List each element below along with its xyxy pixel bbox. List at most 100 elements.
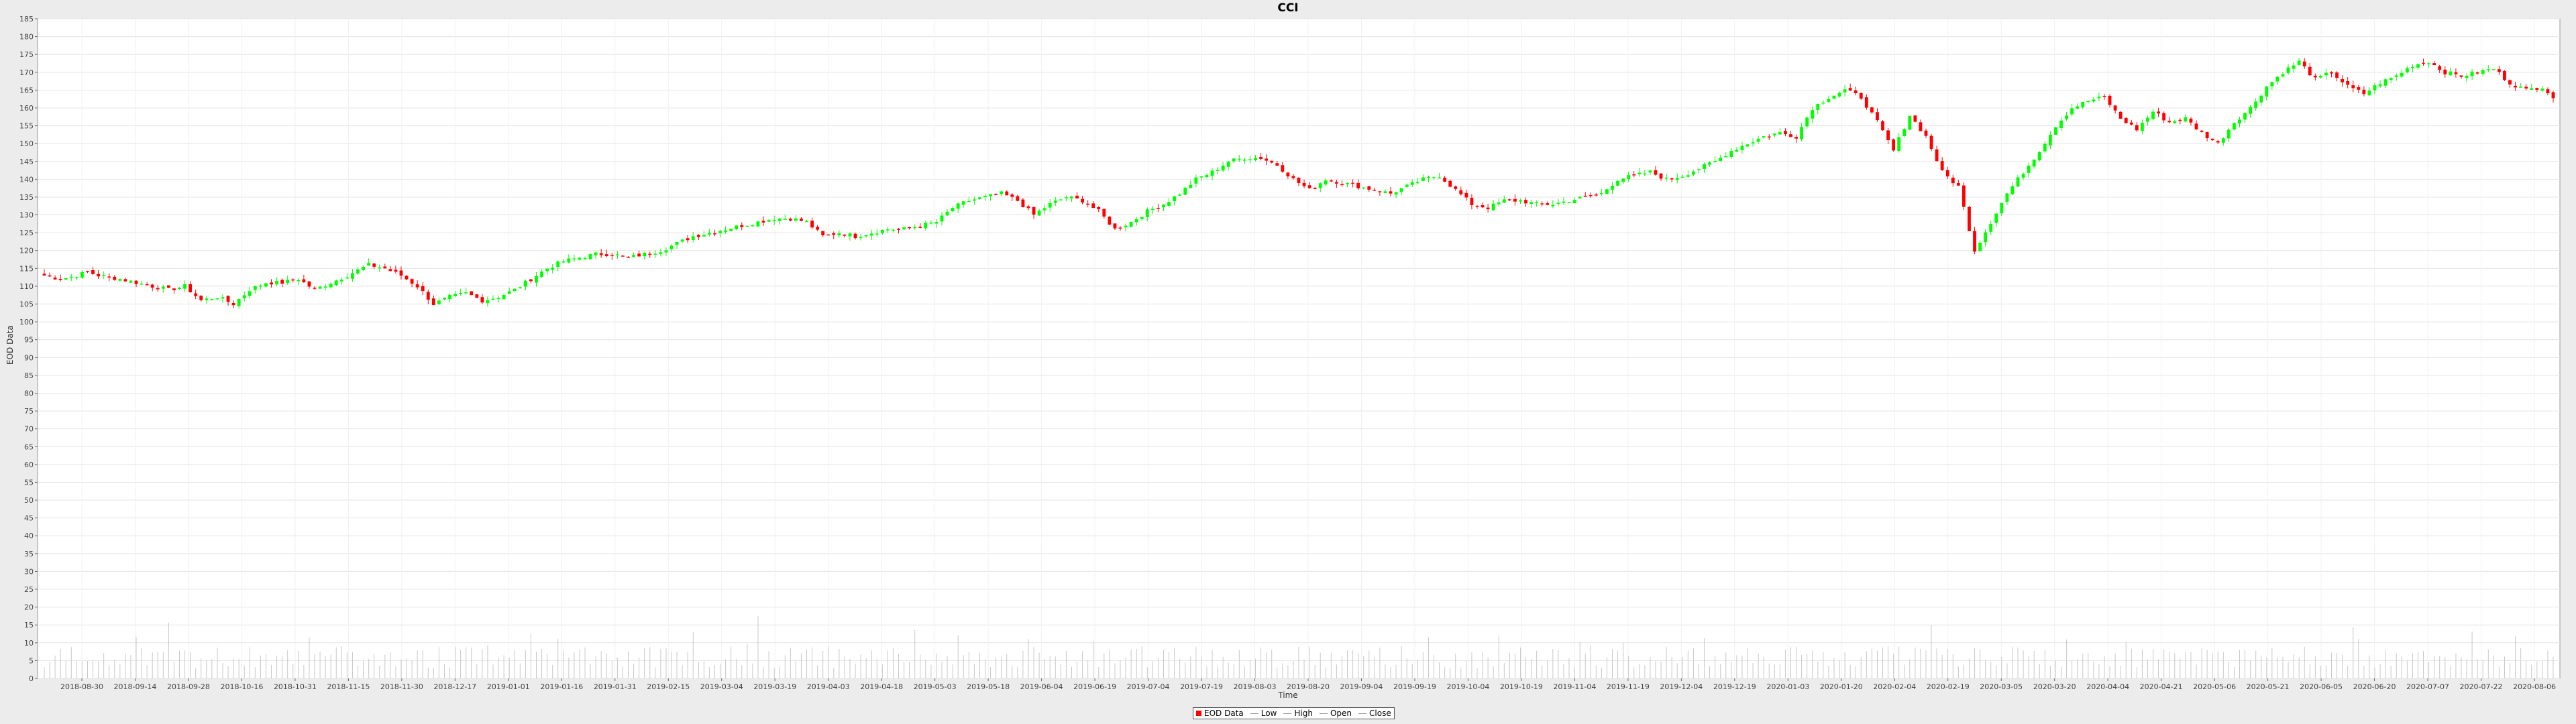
volume-bar bbox=[2190, 652, 2192, 678]
candle-body-up bbox=[1383, 191, 1387, 193]
candle-body-down bbox=[1291, 176, 1295, 178]
candle-body-up bbox=[1680, 176, 1684, 178]
candle-body-down bbox=[1507, 199, 1511, 200]
x-tick-label: 2019-04-03 bbox=[807, 682, 850, 691]
x-tick-label: 2020-06-20 bbox=[2353, 682, 2396, 691]
volume-bar bbox=[925, 660, 926, 678]
candle-body-up bbox=[161, 286, 165, 289]
candle-body-down bbox=[313, 288, 317, 289]
volume-bar bbox=[973, 664, 975, 678]
candle-body-up bbox=[2048, 135, 2052, 145]
volume-bar bbox=[1130, 650, 1132, 678]
volume-bar bbox=[1736, 655, 1737, 678]
candle-body-up bbox=[1729, 151, 1733, 158]
volume-bar bbox=[492, 664, 494, 678]
candle-body-down bbox=[2497, 69, 2501, 72]
candle-body-up bbox=[1248, 159, 1252, 161]
candle-body-up bbox=[518, 287, 522, 288]
y-tick-label: 185 bbox=[19, 15, 34, 23]
candle-body-down bbox=[399, 270, 403, 276]
candle-body-up bbox=[2076, 106, 2080, 109]
y-tick-label: 115 bbox=[19, 264, 34, 273]
volume-bar bbox=[2520, 648, 2522, 678]
candle-body-down bbox=[853, 233, 857, 239]
y-tick-label: 45 bbox=[24, 514, 34, 523]
volume-bar bbox=[2049, 666, 2051, 678]
volume-bar bbox=[1428, 637, 1429, 678]
candle-body-up bbox=[869, 233, 873, 236]
candle-body-up bbox=[2400, 72, 2404, 77]
candle-body-up bbox=[297, 280, 301, 282]
candle-body-down bbox=[1670, 178, 1674, 180]
candle-body-down bbox=[2313, 75, 2317, 78]
volume-bar bbox=[2304, 647, 2305, 678]
candle-body-down bbox=[843, 234, 847, 236]
volume-bar bbox=[1352, 650, 1354, 678]
candle-body-up bbox=[1772, 133, 1776, 135]
volume-bar bbox=[1644, 665, 1646, 678]
candle-body-up bbox=[2324, 72, 2328, 76]
candle-body-down bbox=[2351, 85, 2355, 88]
volume-bar bbox=[1082, 651, 1083, 678]
candle-body-up bbox=[945, 211, 949, 216]
volume-bar bbox=[508, 658, 510, 678]
candle-body-up bbox=[1902, 129, 1907, 136]
candle-body-down bbox=[291, 279, 295, 281]
candle-body-down bbox=[1962, 185, 1966, 207]
y-tick-label: 75 bbox=[24, 407, 34, 416]
volume-bar bbox=[287, 650, 288, 678]
candle-body-up bbox=[1173, 196, 1177, 202]
candle-body-up bbox=[1984, 232, 1988, 243]
candle-body-up bbox=[1697, 169, 1701, 170]
volume-bar bbox=[319, 651, 321, 678]
candle-body-down bbox=[1524, 200, 1527, 204]
y-tick-label: 90 bbox=[24, 353, 34, 362]
candle-body-down bbox=[372, 263, 376, 267]
x-tick-label: 2020-03-20 bbox=[2033, 682, 2076, 691]
candle-body-up bbox=[1616, 180, 1619, 186]
y-tick-label: 55 bbox=[24, 478, 34, 487]
volume-bar bbox=[1801, 654, 1803, 678]
candle-body-down bbox=[696, 235, 700, 237]
volume-bar bbox=[1660, 661, 1662, 678]
candle-body-up bbox=[1053, 200, 1057, 203]
volume-bar bbox=[606, 654, 607, 678]
candle-body-up bbox=[1746, 144, 1750, 147]
candle-body-up bbox=[2233, 123, 2236, 130]
x-tick-label: 2020-05-06 bbox=[2193, 682, 2236, 691]
candle-body-up bbox=[2373, 85, 2377, 90]
volume-bar bbox=[2266, 657, 2267, 678]
candle-body-up bbox=[1811, 110, 1815, 119]
volume-bar bbox=[1985, 660, 1986, 678]
x-tick-label: 2020-08-06 bbox=[2513, 682, 2556, 691]
volume-bar bbox=[2390, 665, 2392, 678]
candle-body-up bbox=[507, 291, 511, 294]
candle-body-up bbox=[2027, 166, 2031, 173]
candle-body-up bbox=[513, 288, 517, 292]
volume-bar bbox=[136, 636, 137, 678]
candle-body-down bbox=[1270, 160, 1274, 163]
volume-bar bbox=[1876, 650, 1878, 678]
volume-bar bbox=[227, 666, 229, 678]
candle-body-up bbox=[2221, 138, 2225, 143]
volume-bar bbox=[1682, 657, 1683, 678]
volume-bar bbox=[2477, 659, 2478, 678]
volume-bar bbox=[1909, 659, 1911, 678]
volume-bar bbox=[1146, 667, 1148, 678]
y-tick-label: 40 bbox=[24, 532, 34, 540]
candle-body-down bbox=[2124, 118, 2128, 123]
candle-body-up bbox=[1627, 175, 1631, 180]
candle-body-down bbox=[2189, 119, 2193, 123]
candle-body-down bbox=[2362, 89, 2366, 95]
candle-body-down bbox=[1389, 191, 1393, 194]
volume-bar bbox=[1287, 665, 1289, 678]
x-tick-label: 2019-12-19 bbox=[1713, 682, 1756, 691]
candle-body-up bbox=[2470, 71, 2474, 76]
candle-body-up bbox=[2254, 101, 2258, 109]
volume-bar bbox=[1531, 658, 1532, 678]
x-tick-label: 2019-06-19 bbox=[1073, 682, 1116, 691]
volume-bar bbox=[352, 652, 353, 678]
x-tick-label: 2018-12-17 bbox=[433, 682, 476, 691]
candle-body-down bbox=[604, 254, 608, 257]
volume-bar bbox=[2131, 648, 2132, 678]
